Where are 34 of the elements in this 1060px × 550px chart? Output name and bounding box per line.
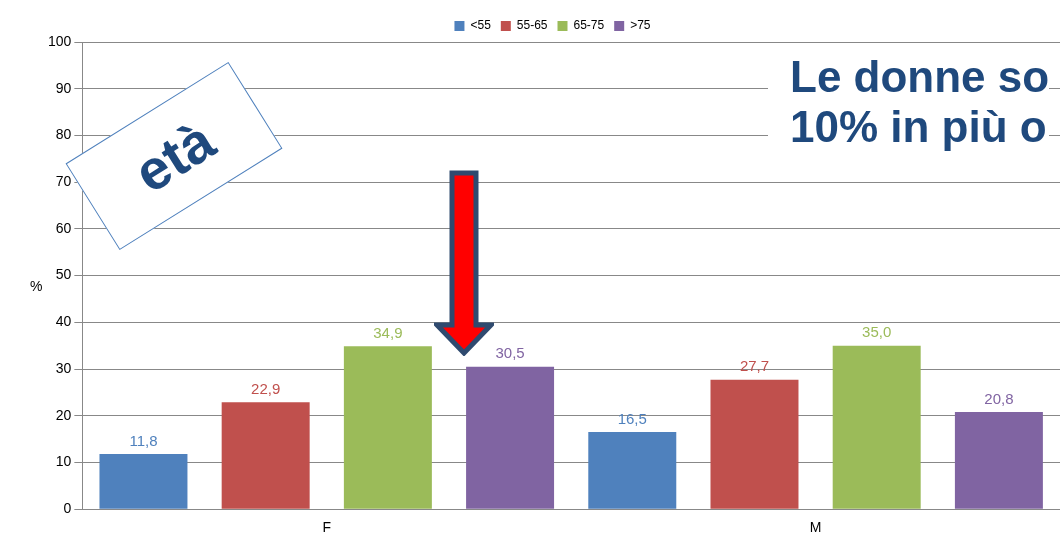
y-tick-label: 30 (55, 359, 72, 376)
y-tick-label: 40 (55, 313, 72, 330)
legend-label: 65-75 (573, 18, 605, 33)
y-tick-label: 90 (55, 79, 72, 96)
bar (832, 345, 921, 509)
y-tick-label: 80 (55, 126, 72, 143)
y-tick-label: 60 (55, 219, 72, 236)
annotation: Le donne so 10% in più o (768, 52, 1050, 152)
data-label: 20,8 (984, 389, 1014, 407)
y-tick-label: 10 (55, 453, 72, 470)
y-tick-label: 70 (55, 173, 72, 190)
y-axis-title: % (30, 278, 43, 294)
legend-label: >75 (630, 18, 651, 33)
bar (588, 432, 677, 509)
data-label: 34,9 (373, 323, 403, 341)
legend-label: <55 (470, 18, 492, 33)
y-tick-label: 50 (55, 266, 72, 283)
y-tick-label: 20 (55, 406, 72, 423)
bar (954, 412, 1043, 509)
y-tick-label: 0 (63, 500, 72, 517)
data-label: 11,8 (129, 431, 158, 449)
legend-label: 55-65 (516, 18, 548, 33)
x-tick-label: F (322, 519, 332, 536)
y-tick-label: 100 (48, 32, 72, 49)
bar (710, 379, 799, 509)
bar (99, 454, 188, 509)
data-label: 22,9 (251, 379, 281, 397)
data-label: 30,5 (495, 344, 525, 362)
annotation: età (122, 107, 226, 205)
x-tick-label: M (809, 519, 822, 536)
bar (221, 402, 310, 509)
bar (343, 346, 432, 509)
bar (466, 366, 555, 509)
data-label: 35,0 (862, 323, 892, 341)
